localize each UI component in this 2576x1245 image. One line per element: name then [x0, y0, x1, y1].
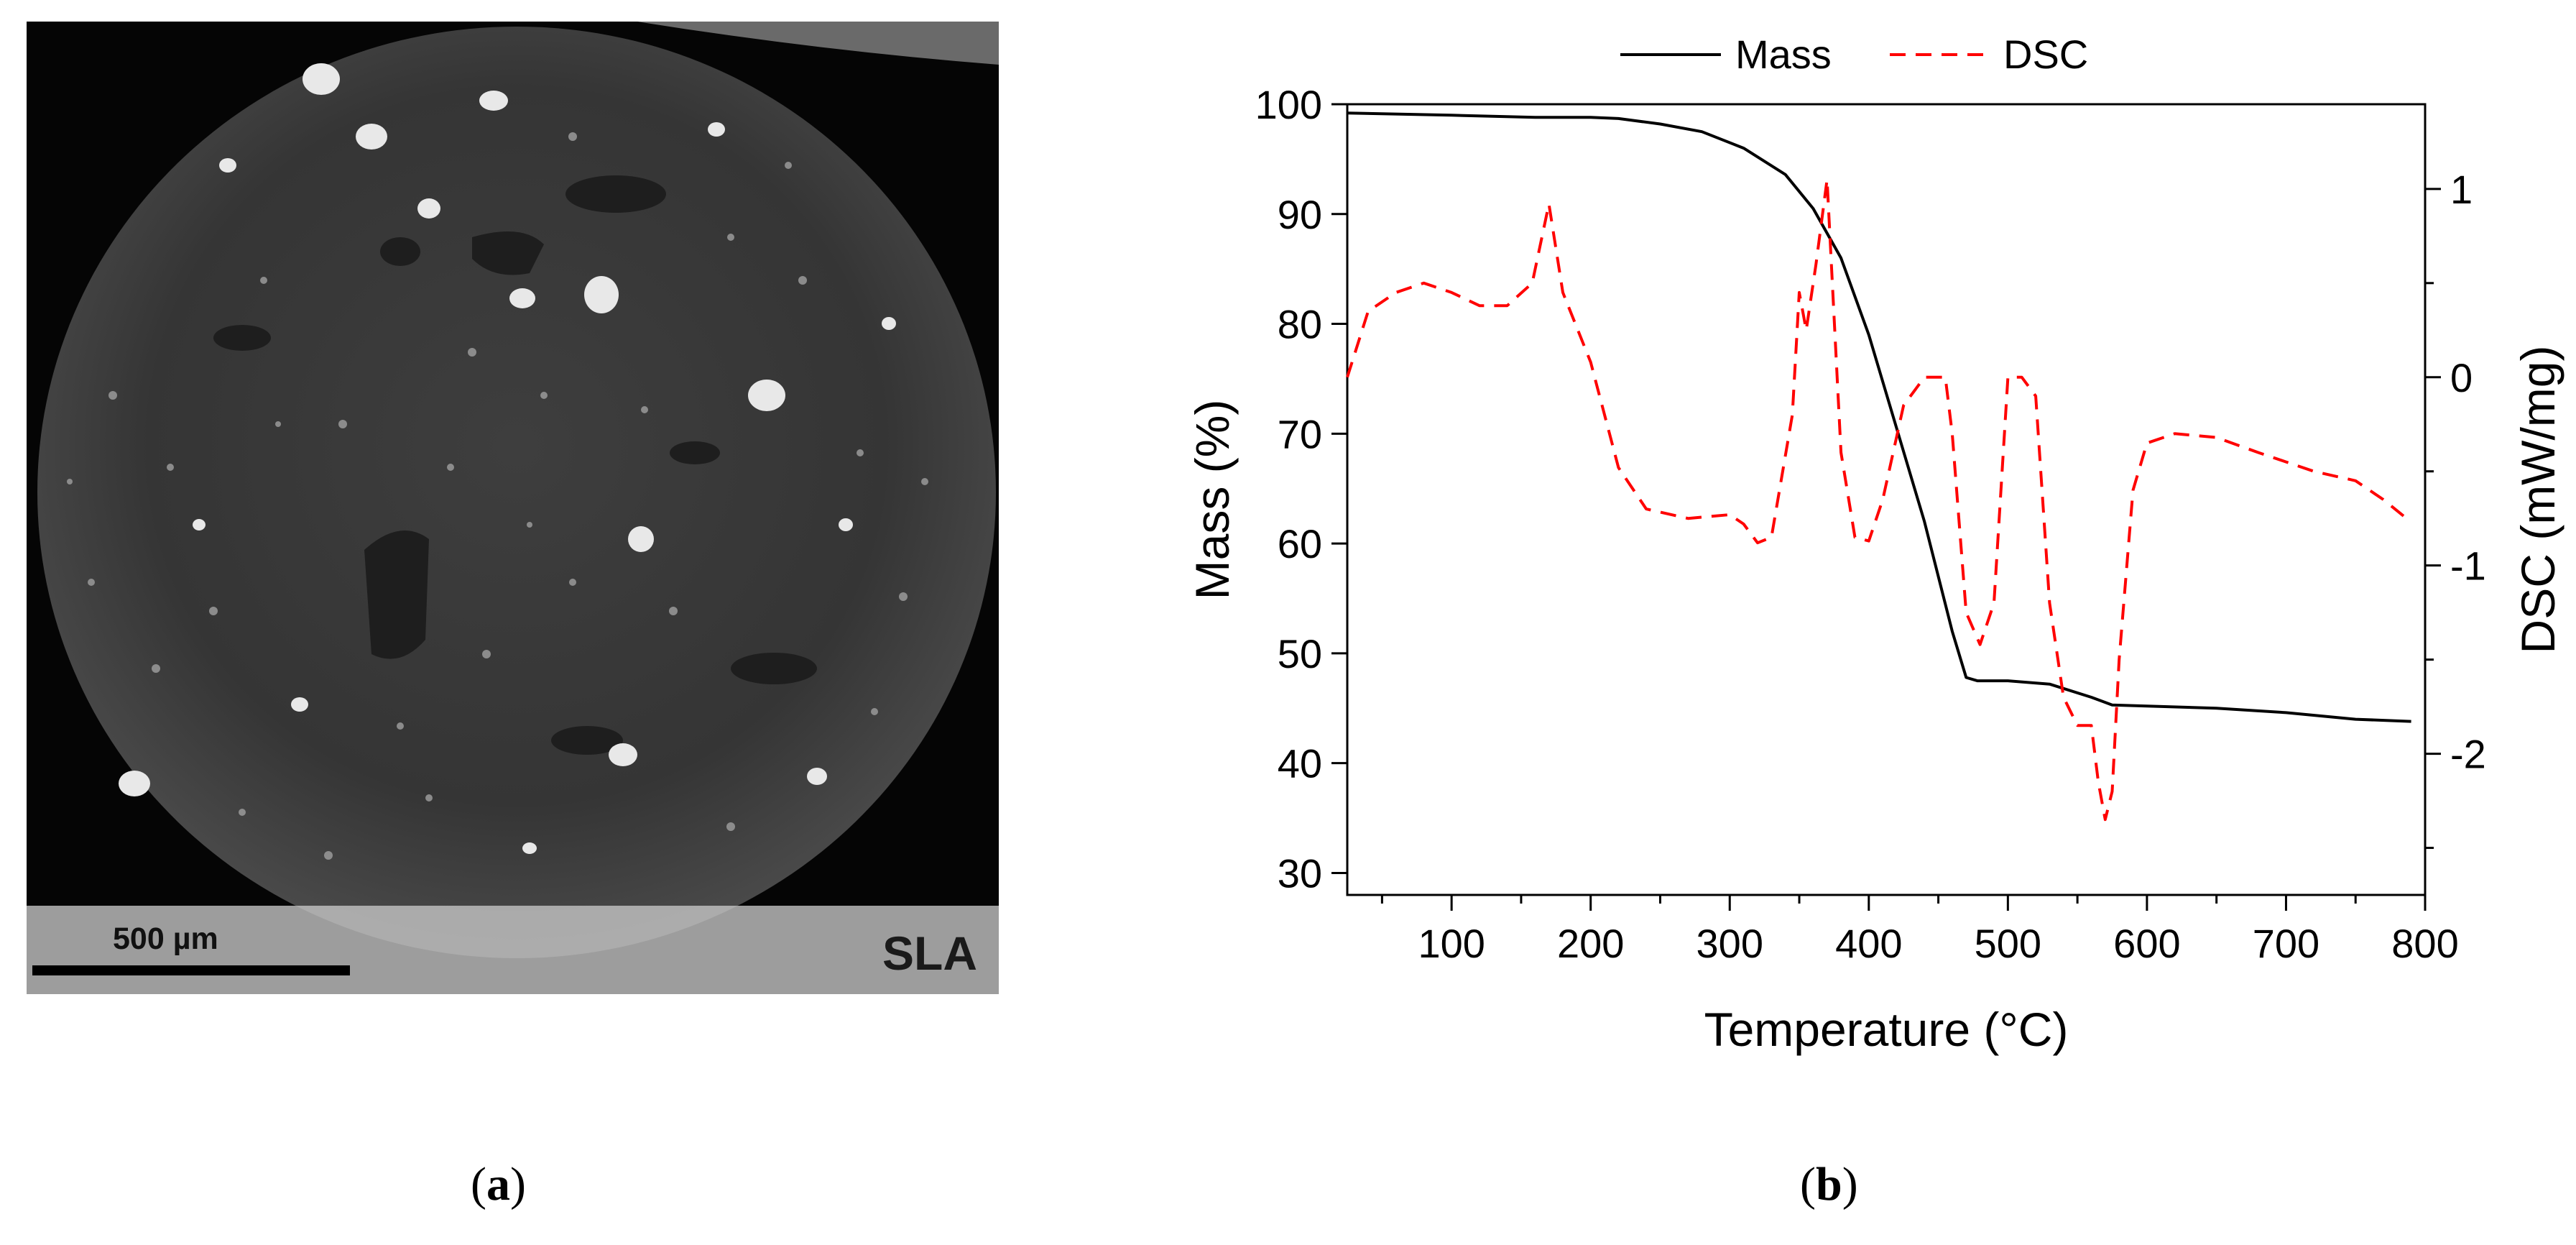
x-axis-label: Temperature (°C) — [1704, 1003, 2069, 1056]
y-right-tick-label: -1 — [2450, 543, 2486, 589]
y-right-tick-label: 0 — [2450, 355, 2473, 400]
scale-bar-strip — [27, 906, 999, 994]
axis-ticks: 100 200 300 400 500 600 700 8003040506070809010… — [1255, 82, 2486, 966]
y-left-tick-label: 100 — [1255, 82, 1322, 127]
sem-micrograph-panel: 500 µm SLA — [27, 22, 999, 994]
sem-pores — [213, 175, 817, 755]
legend-mass-label: Mass — [1735, 32, 1832, 77]
x-tick-label: 500 — [1975, 921, 2041, 966]
tga-dsc-chart: 100 200 300 400 500 600 700 8003040506070809010… — [1186, 32, 2565, 1056]
y-left-tick-label: 80 — [1278, 302, 1322, 347]
y-axis-left-label: Mass (%) — [1186, 400, 1239, 600]
x-tick-label: 200 — [1557, 921, 1624, 966]
sem-bright-particles — [119, 63, 896, 854]
panel-label-b: (b) — [1800, 1158, 1858, 1210]
chart-legend: Mass DSC — [1620, 32, 2088, 77]
y-right-tick-label: 1 — [2450, 167, 2473, 212]
panel-letter-a: a — [486, 1158, 510, 1210]
sem-speckles — [67, 132, 928, 860]
x-tick-label: 600 — [2113, 921, 2180, 966]
chart-axes — [1346, 103, 2427, 896]
x-tick-label: 700 — [2253, 921, 2319, 966]
x-tick-label: 400 — [1835, 921, 1902, 966]
series-mass-line — [1347, 111, 2411, 723]
y-axis-right-label: DSC (mW/mg) — [2511, 346, 2565, 654]
x-tick-label: 300 — [1696, 921, 1763, 966]
x-tick-label: 100 — [1418, 921, 1485, 966]
x-tick-label: 800 — [2391, 921, 2458, 966]
y-left-tick-label: 70 — [1278, 411, 1322, 456]
y-left-tick-label: 50 — [1278, 631, 1322, 676]
panel-letter-b: b — [1815, 1158, 1842, 1210]
y-left-tick-label: 90 — [1278, 192, 1322, 237]
sample-disc — [37, 27, 996, 958]
y-left-tick-label: 60 — [1278, 521, 1322, 566]
y-left-tick-label: 30 — [1278, 850, 1322, 896]
scale-bar-label: 500 µm — [113, 922, 218, 956]
y-left-tick-label: 40 — [1278, 741, 1322, 786]
series-dsc-line — [1346, 178, 2412, 822]
panel-label-a: (a) — [471, 1158, 526, 1210]
plot-frame — [1346, 103, 2427, 896]
legend-dsc-label: DSC — [2003, 32, 2088, 77]
y-right-tick-label: -2 — [2450, 732, 2486, 777]
sample-label: SLA — [882, 927, 977, 980]
scale-bar — [32, 965, 350, 975]
series-lines — [1346, 111, 2412, 822]
sem-micrograph-image — [27, 22, 999, 994]
